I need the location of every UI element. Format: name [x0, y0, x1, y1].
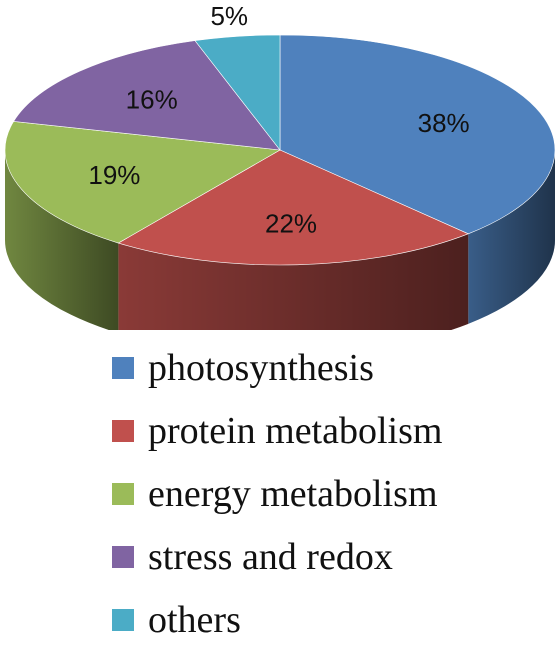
legend-label: energy metabolism [148, 472, 438, 515]
pie-slice-photosynthesis [279, 34, 556, 235]
pie-data-label: 22% [265, 208, 317, 238]
legend-label: photosynthesis [148, 346, 374, 389]
legend-item: photosynthesis [112, 336, 442, 399]
legend-item: others [112, 588, 442, 651]
pie-slice-energy-metabolism [4, 121, 281, 244]
pie-data-label: 5% [210, 1, 248, 31]
legend-swatch [112, 356, 134, 379]
pie-chart: 38% 22% 19% 16% 5% [4, 1, 556, 330]
pie-side-shade [468, 150, 555, 324]
pie-data-label: 16% [126, 85, 178, 115]
pie-side-shade [118, 233, 469, 330]
legend-label: others [148, 598, 241, 641]
legend-swatch [112, 482, 134, 505]
pie-slice-others [194, 34, 281, 151]
legend-item: energy metabolism [112, 462, 442, 525]
legend-swatch [112, 608, 134, 631]
legend-item: protein metabolism [112, 399, 442, 462]
legend-swatch [112, 419, 134, 442]
legend-item: stress and redox [112, 525, 442, 588]
legend-label: stress and redox [148, 535, 393, 578]
legend: photosynthesis protein metabolism energy m… [112, 336, 442, 651]
legend-swatch [112, 545, 134, 568]
pie-slice-stress-and-redox [13, 40, 281, 151]
pie-slice-protein-metabolism [117, 149, 470, 266]
pie-data-label: 19% [88, 160, 140, 190]
pie-side-shade [5, 150, 119, 330]
pie-data-label: 38% [418, 108, 470, 138]
legend-label: protein metabolism [148, 409, 443, 452]
